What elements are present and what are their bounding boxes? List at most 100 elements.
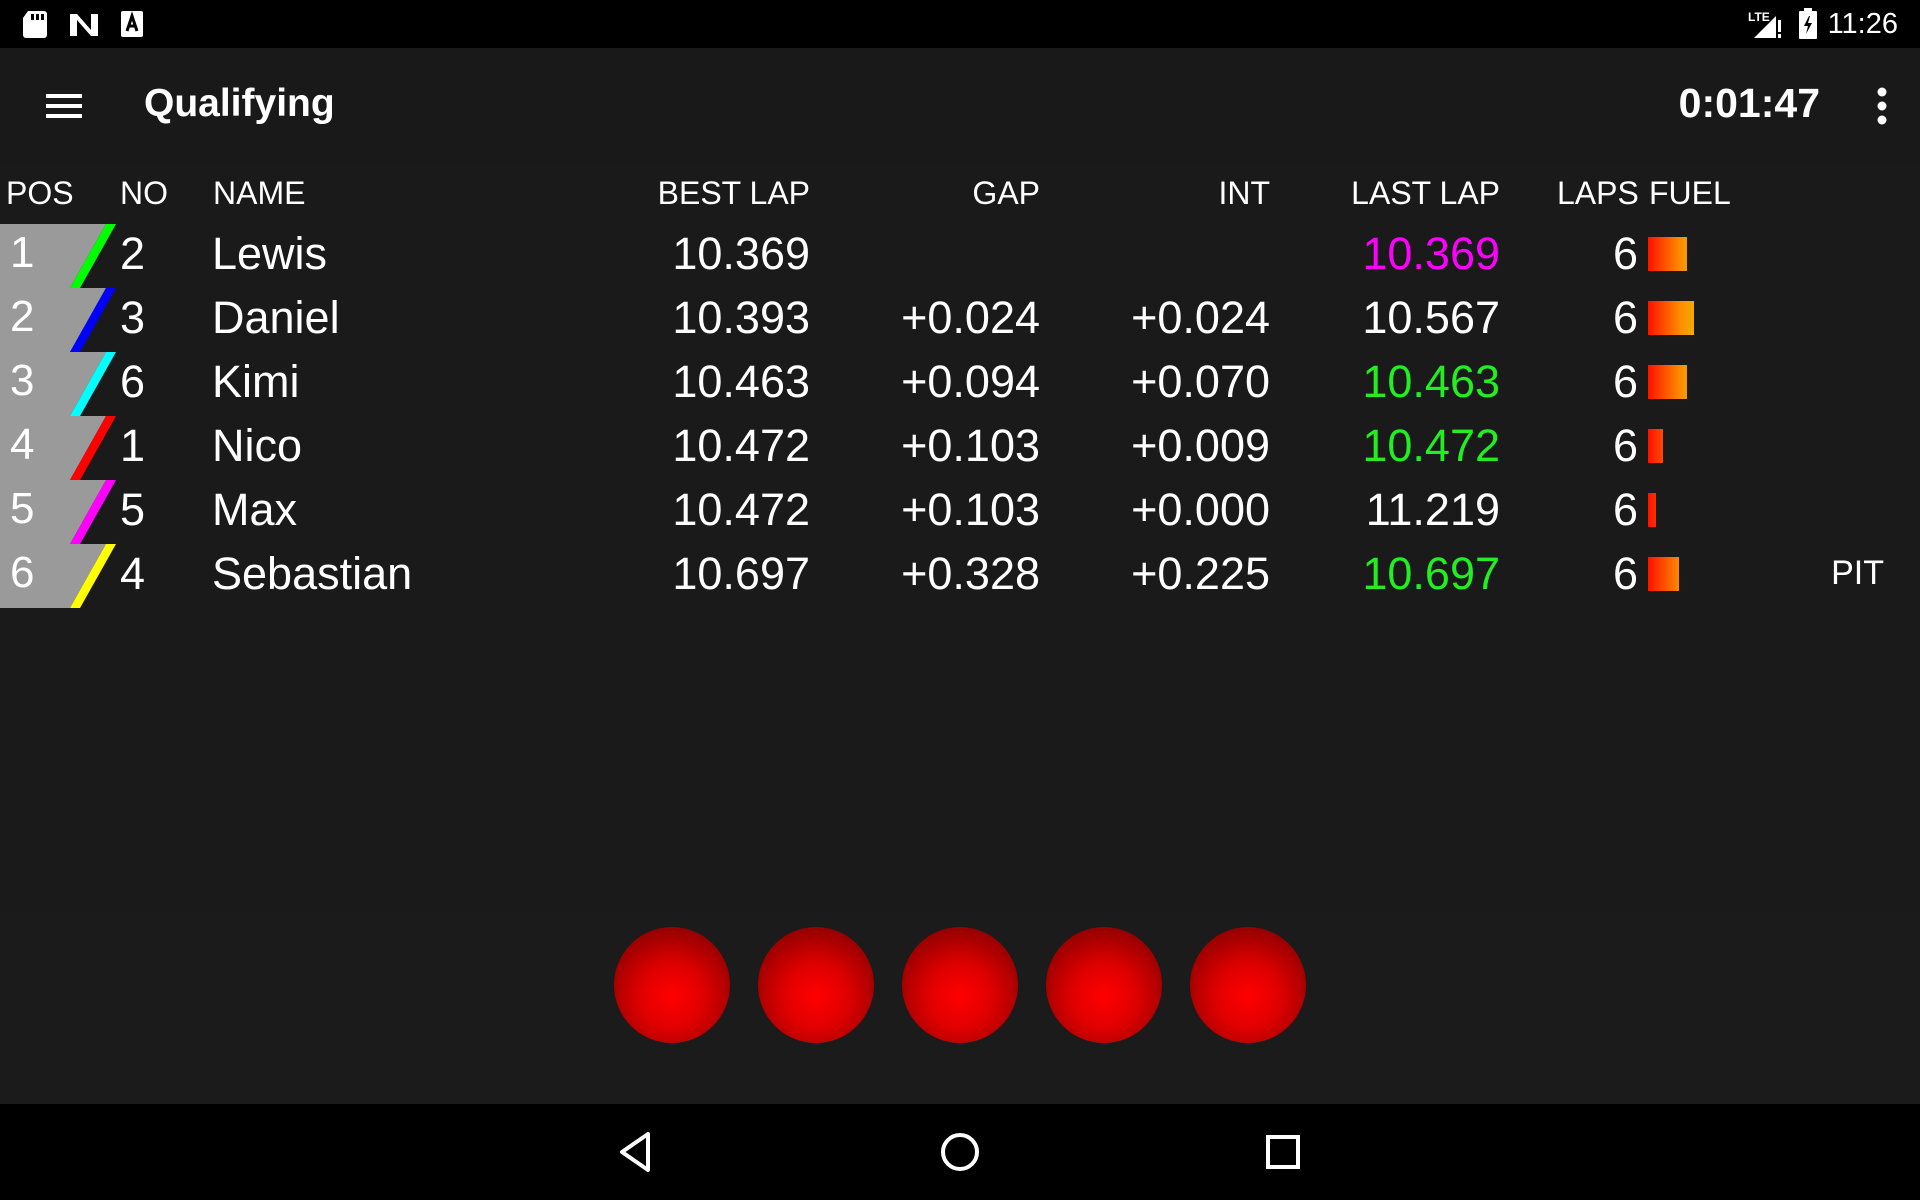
position-number: 1 (10, 228, 35, 277)
position-number: 3 (10, 356, 35, 405)
last-lap-time: 11.219 (1365, 484, 1500, 535)
last-lap-time: 10.463 (1362, 356, 1500, 407)
start-light (1046, 927, 1162, 1043)
sd-card-icon (23, 11, 47, 38)
best-lap-time: 10.472 (672, 420, 810, 471)
gap-time: +0.103 (901, 420, 1040, 471)
start-light (902, 927, 1018, 1043)
laps-count: 6 (1612, 228, 1638, 279)
team-color-stripe (0, 416, 116, 480)
start-light (758, 927, 874, 1043)
header-int: INT (1218, 175, 1270, 211)
position-number: 4 (10, 420, 35, 469)
best-lap-time: 10.463 (672, 356, 810, 407)
fuel-level-bar (1648, 365, 1687, 399)
table-row[interactable]: 2 3 Daniel 10.393 +0.024 +0.024 10.567 6 (0, 288, 1920, 352)
position-cell: 1 (0, 224, 116, 288)
car-number: 6 (120, 356, 146, 407)
app-bar: Qualifying 0:01:47 (0, 48, 1920, 162)
driver-name: Max (212, 484, 298, 535)
status-bar: LTE 11:26 (0, 0, 1920, 48)
laps-count: 6 (1612, 356, 1638, 407)
fuel-level-bar (1648, 557, 1679, 591)
best-lap-time: 10.393 (672, 292, 810, 343)
car-number: 3 (120, 292, 146, 343)
driver-name: Daniel (212, 292, 340, 343)
position-cell: 6 (0, 544, 116, 608)
interval-time: +0.225 (1131, 548, 1270, 599)
table-row[interactable]: 3 6 Kimi 10.463 +0.094 +0.070 10.463 6 (0, 352, 1920, 416)
laps-count: 6 (1612, 292, 1638, 343)
laps-count: 6 (1612, 548, 1638, 599)
position-cell: 3 (0, 352, 116, 416)
interval-time: +0.024 (1131, 292, 1270, 343)
position-number: 6 (10, 548, 35, 597)
car-number: 5 (120, 484, 146, 535)
header-last-lap: LAST LAP (1351, 175, 1500, 211)
car-number: 2 (120, 228, 146, 279)
best-lap-time: 10.472 (672, 484, 810, 535)
position-cell: 4 (0, 416, 116, 480)
fuel-level-bar (1648, 429, 1663, 463)
header-no: NO (120, 175, 168, 211)
gap-time: +0.328 (901, 548, 1040, 599)
pit-status: PIT (1831, 554, 1884, 592)
home-icon[interactable] (932, 1124, 988, 1180)
lte-signal-icon (1754, 16, 1781, 38)
lte-label: LTE (1748, 10, 1770, 24)
timing-table: POS NO NAME BEST LAP GAP INT LAST LAP LA… (0, 162, 1920, 912)
driver-name: Sebastian (212, 548, 413, 599)
session-timer: 0:01:47 (1678, 80, 1820, 126)
hamburger-menu-icon[interactable] (36, 84, 92, 128)
car-number: 4 (120, 548, 146, 599)
interval-time: +0.070 (1131, 356, 1270, 407)
start-light (614, 927, 730, 1043)
battery-icon (1799, 8, 1817, 39)
driver-name: Lewis (212, 228, 328, 279)
start-light (1190, 927, 1306, 1043)
header-name: NAME (213, 175, 306, 211)
header-fuel: FUEL (1649, 175, 1731, 211)
interval-time: +0.009 (1131, 420, 1270, 471)
driver-name: Kimi (212, 356, 300, 407)
table-row[interactable]: 4 1 Nico 10.472 +0.103 +0.009 10.472 6 (0, 416, 1920, 480)
laps-count: 6 (1612, 484, 1638, 535)
gap-time: +0.103 (901, 484, 1040, 535)
recents-icon[interactable] (1255, 1124, 1311, 1180)
team-color-stripe (0, 480, 116, 544)
a-notification-icon (121, 11, 143, 37)
last-lap-time: 10.472 (1362, 420, 1500, 471)
team-color-stripe (0, 288, 116, 352)
n-logo-icon (70, 14, 98, 36)
start-lights-panel (0, 912, 1920, 1104)
overflow-menu-icon[interactable] (1860, 76, 1904, 136)
best-lap-time: 10.369 (672, 228, 810, 279)
car-number: 1 (120, 420, 146, 471)
team-color-stripe (0, 352, 116, 416)
fuel-level-bar (1648, 301, 1694, 335)
header-laps: LAPS (1557, 175, 1639, 211)
status-time: 11:26 (1827, 8, 1898, 40)
position-number: 5 (10, 484, 35, 533)
last-lap-time: 10.697 (1362, 548, 1500, 599)
laps-count: 6 (1612, 420, 1638, 471)
best-lap-time: 10.697 (672, 548, 810, 599)
back-icon[interactable] (608, 1124, 664, 1180)
header-pos: POS (6, 175, 74, 211)
system-nav-bar (0, 1104, 1920, 1200)
last-lap-time: 10.369 (1362, 228, 1500, 279)
fuel-level-bar (1648, 493, 1656, 527)
table-row[interactable]: 5 5 Max 10.472 +0.103 +0.000 11.219 6 (0, 480, 1920, 544)
position-cell: 5 (0, 480, 116, 544)
header-gap: GAP (972, 175, 1040, 211)
position-cell: 2 (0, 288, 116, 352)
position-number: 2 (10, 292, 35, 341)
table-row[interactable]: 1 2 Lewis 10.369 10.369 6 (0, 224, 1920, 288)
table-row[interactable]: 6 4 Sebastian 10.697 +0.328 +0.225 10.697 6 PIT (0, 544, 1920, 608)
last-lap-time: 10.567 (1362, 292, 1500, 343)
gap-time: +0.094 (901, 356, 1040, 407)
gap-time: +0.024 (901, 292, 1040, 343)
driver-name: Nico (212, 420, 303, 471)
page-title: Qualifying (144, 82, 335, 125)
